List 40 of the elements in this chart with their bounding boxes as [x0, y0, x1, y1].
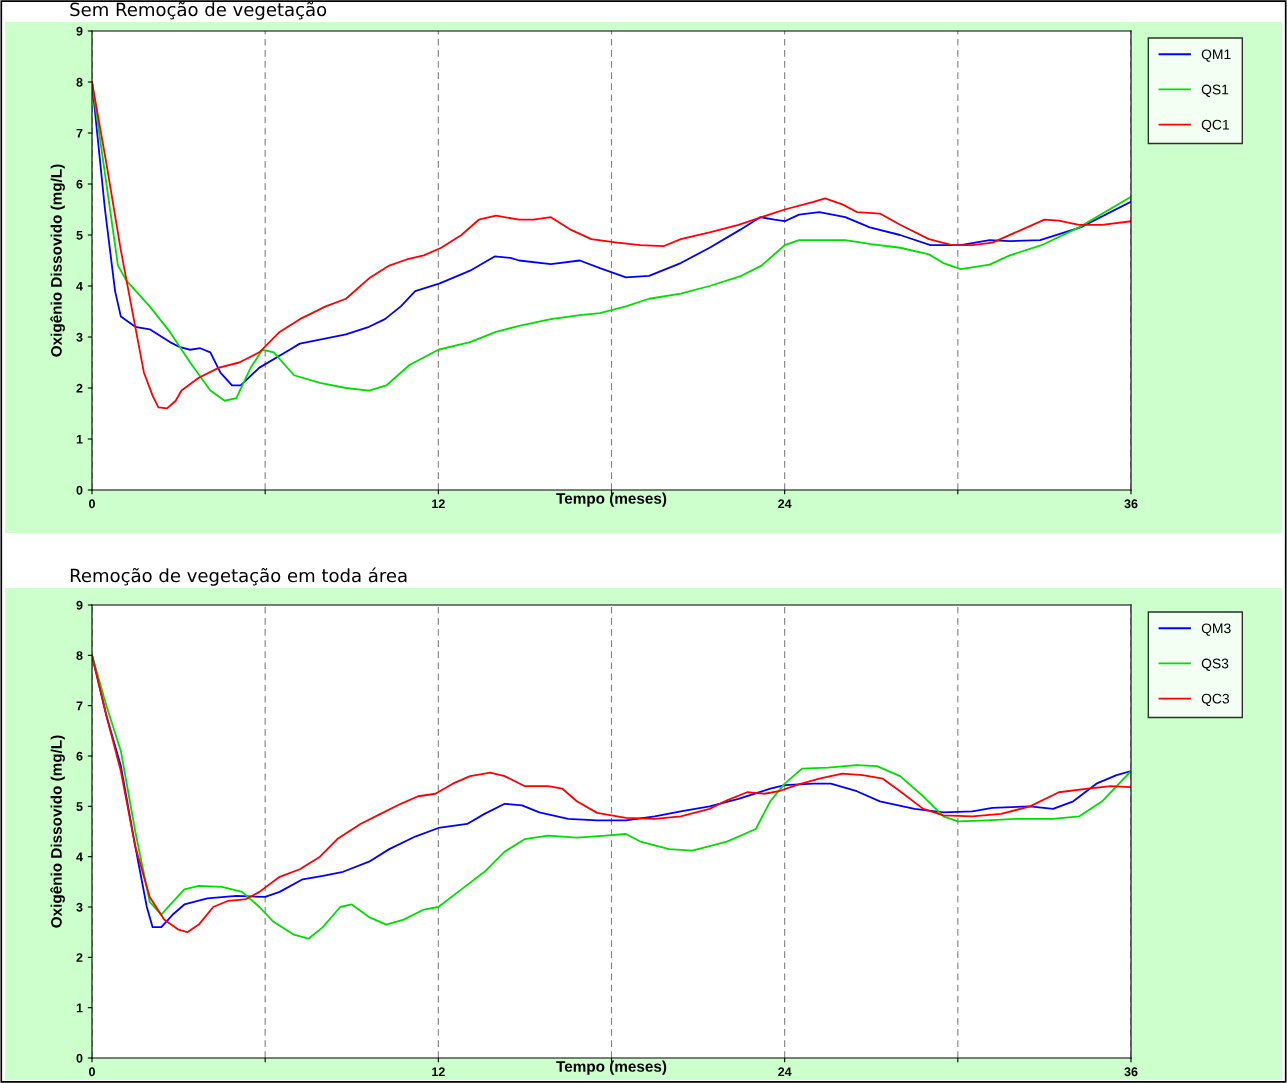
y-tick-label: 8	[76, 77, 83, 87]
x-tick-label: 0	[89, 1067, 95, 1077]
y-tick-label: 5	[76, 802, 83, 811]
y-tick-label: 3	[76, 902, 83, 912]
y-tick-label: 7	[76, 701, 83, 711]
x-tick-label: 24	[778, 1067, 792, 1077]
y-tick-label: 4	[76, 852, 83, 862]
y-tick-label: 1	[76, 434, 83, 444]
legend-label: QM3	[1201, 623, 1231, 636]
y-tick-label: 6	[76, 179, 83, 189]
y-axis-title: Oxigênio Dissovido (mg/L)	[50, 164, 65, 357]
y-tick-label: 5	[76, 230, 83, 240]
y-tick-label: 2	[76, 953, 83, 962]
legend-label: QC3	[1201, 693, 1230, 707]
y-tick-label: 7	[76, 128, 83, 138]
x-tick-label: 12	[432, 499, 445, 509]
legend-label: QS3	[1201, 658, 1229, 671]
x-axis-title: Tempo (meses)	[556, 1060, 667, 1075]
y-tick-label: 4	[76, 281, 83, 291]
y-tick-label: 6	[76, 751, 83, 761]
y-tick-label: 0	[76, 485, 83, 495]
y-tick-label: 9	[76, 26, 83, 36]
y-tick-label: 3	[76, 332, 83, 342]
chart-title: Remoção de vegetação em toda área	[70, 567, 407, 586]
y-tick-label: 0	[76, 1053, 83, 1063]
legend-label: QS1	[1201, 84, 1229, 97]
y-tick-label: 1	[76, 1003, 83, 1013]
x-tick-label: 36	[1124, 499, 1138, 509]
x-tick-label: 36	[1124, 1067, 1138, 1077]
x-axis-title: Tempo (meses)	[556, 492, 667, 507]
legend-label: QM1	[1201, 49, 1231, 62]
x-tick-label: 24	[778, 499, 792, 509]
y-tick-label: 8	[76, 651, 83, 660]
y-tick-label: 9	[76, 600, 83, 610]
chart-title: Sem Remoção de vegetação	[70, 1, 327, 20]
x-tick-label: 0	[89, 499, 95, 509]
y-tick-label: 2	[76, 383, 83, 393]
y-axis-title: Oxigênio Dissovido (mg/L)	[50, 735, 65, 928]
x-tick-label: 12	[432, 1067, 445, 1077]
legend-label: QC1	[1201, 119, 1229, 133]
